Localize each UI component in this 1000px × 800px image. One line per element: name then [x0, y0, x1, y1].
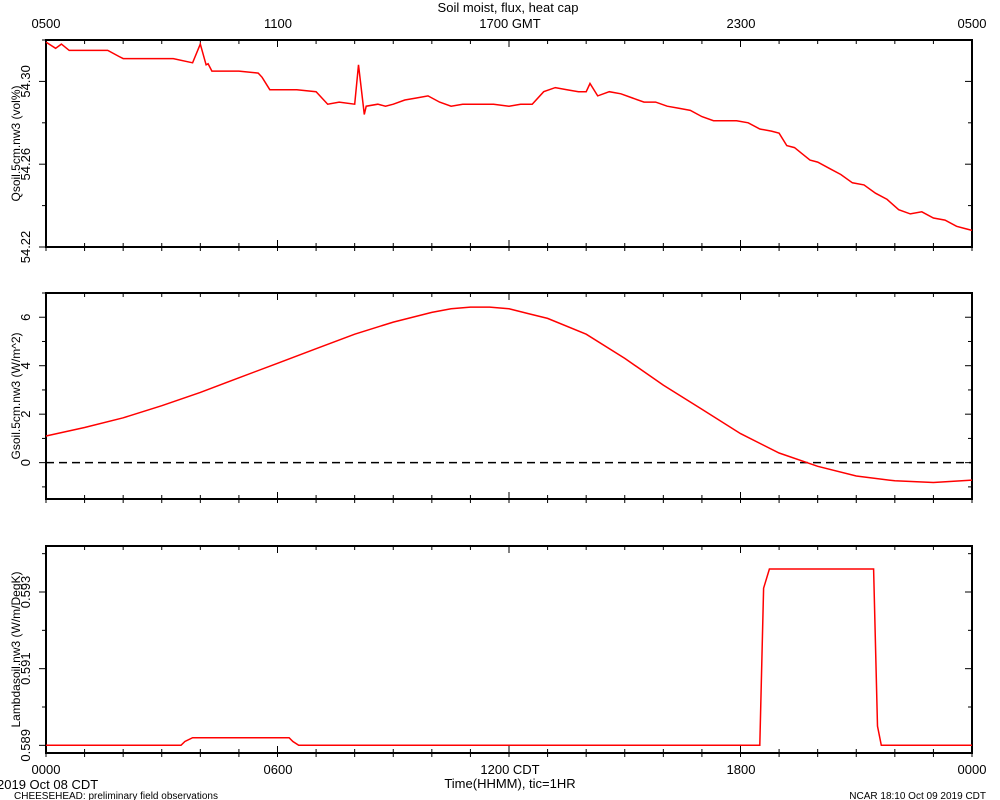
panel-frame — [45, 545, 973, 754]
series-line — [45, 41, 973, 232]
generation-stamp: NCAR 18:10 Oct 09 2019 CDT — [849, 791, 986, 800]
bottom-tick-label: 1200 CDT — [480, 762, 539, 777]
bottom-tick-label: 0000 — [958, 762, 987, 777]
panel-frame — [45, 292, 973, 500]
y-tick-label: 0.591 — [18, 652, 33, 685]
y-tick-label: 4 — [18, 362, 33, 369]
bottom-tick-label: 0000 — [32, 762, 61, 777]
y-tick-label: 54.30 — [18, 65, 33, 98]
bottom-tick-label: 0600 — [264, 762, 293, 777]
series-line — [46, 568, 972, 747]
y-axis-label: Lambdasoil.nw3 (W/m/DegK) — [9, 571, 23, 727]
top-tick-label: 0500 — [32, 16, 61, 31]
top-tick-label: 0500 — [958, 16, 987, 31]
top-tick-label: 1700 GMT — [479, 16, 540, 31]
top-axis-labels: 0500 1100 1700 GMT 2300 0500 — [32, 16, 987, 31]
bottom-axis-labels: 0000 0600 1200 CDT 1800 0000 — [32, 762, 987, 777]
y-axis-label: Gsoil.5cm.nw3 (W/m^2) — [9, 333, 23, 460]
x-axis-label: Time(HHMM), tic=1HR — [444, 776, 575, 791]
y-tick-label: 0.589 — [18, 729, 33, 762]
start-date: 2019 Oct 08 CDT — [0, 777, 98, 792]
chart-title: Soil moist, flux, heat cap — [438, 0, 579, 15]
top-tick-label: 1100 — [264, 16, 292, 31]
top-tick-label: 2300 — [727, 16, 756, 31]
y-tick-label: 54.26 — [18, 148, 33, 181]
y-tick-label: 54.22 — [18, 231, 33, 264]
y-tick-label: 6 — [18, 314, 33, 321]
y-tick-label: 0 — [18, 459, 33, 466]
bottom-tick-label: 1800 — [727, 762, 756, 777]
y-tick-label: 2 — [18, 411, 33, 418]
y-tick-label: 0.593 — [18, 576, 33, 609]
series-line — [45, 306, 973, 484]
y-axis-label: Qsoil.5cm.nw3 (vol%) — [9, 85, 23, 201]
panel-frame — [45, 39, 973, 248]
project-note: CHEESEHEAD: preliminary field observatio… — [14, 791, 218, 800]
